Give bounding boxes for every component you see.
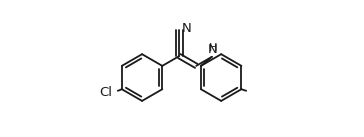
Text: N: N [208, 43, 218, 56]
Text: H: H [208, 43, 217, 53]
Text: Cl: Cl [99, 86, 112, 99]
Text: N: N [182, 22, 191, 35]
